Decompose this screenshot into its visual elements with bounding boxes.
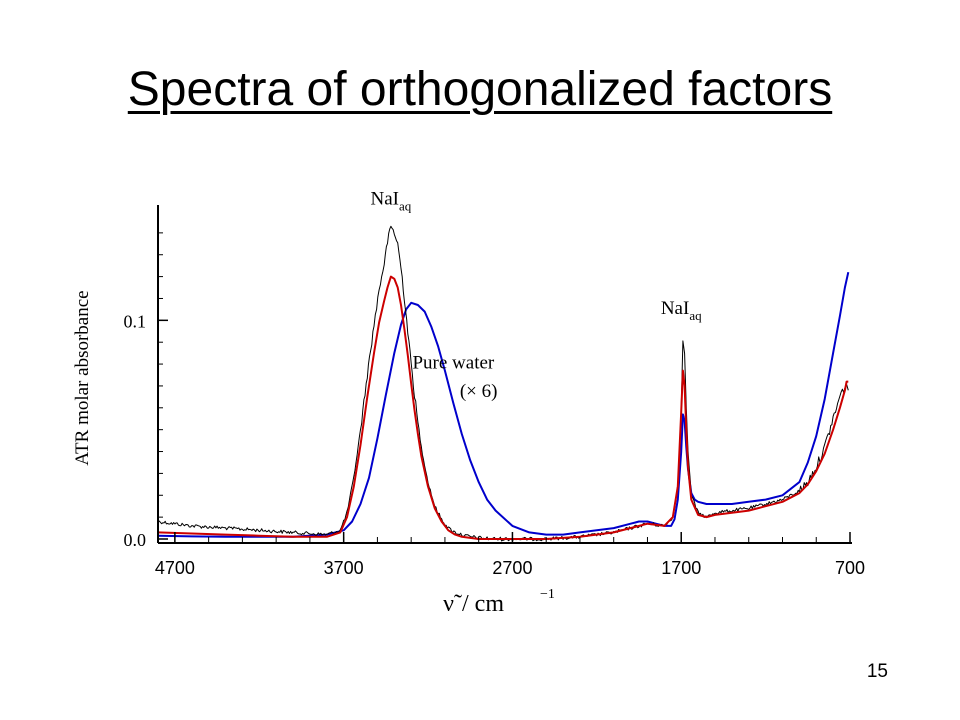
x-axis-title: ν̃ / cm −1 xyxy=(443,587,555,617)
page-number: 15 xyxy=(866,661,888,682)
x-tick-label: 1700 xyxy=(661,558,701,578)
y-tick-label: 0.0 xyxy=(124,530,147,550)
x-tick-label: 2700 xyxy=(492,558,532,578)
x-axis-title-exponent: −1 xyxy=(540,587,555,602)
x-axis-title-unit: / cm xyxy=(462,591,504,617)
slide-title: Spectra of orthogonalized factors xyxy=(127,63,833,116)
annotation-subscript: aq xyxy=(689,308,702,323)
series-line xyxy=(157,271,850,538)
chart-annotation: NaIaq xyxy=(371,188,412,213)
label-layer: 0.0 0.1 4700 3700 2700 1700 700 NaIaq NaIaq Pure … xyxy=(124,188,866,578)
x-tick-label: 700 xyxy=(835,558,865,578)
y-axis-title: ATR molar absorbance xyxy=(72,290,93,465)
series-line xyxy=(157,225,849,542)
x-axis-title-symbol: ν̃ xyxy=(443,591,462,617)
tick-layer xyxy=(158,232,851,543)
annotation-subscript: aq xyxy=(399,198,412,213)
chart-annotation: Pure water xyxy=(412,352,494,373)
chart-annotation: NaIaq xyxy=(661,298,702,323)
series-layer xyxy=(157,225,850,542)
x-tick-label: 4700 xyxy=(155,558,195,578)
y-tick-label: 0.1 xyxy=(124,311,147,331)
x-tick-label: 3700 xyxy=(324,558,364,578)
chart-annotation: (× 6) xyxy=(460,381,498,402)
series-line xyxy=(157,275,849,540)
